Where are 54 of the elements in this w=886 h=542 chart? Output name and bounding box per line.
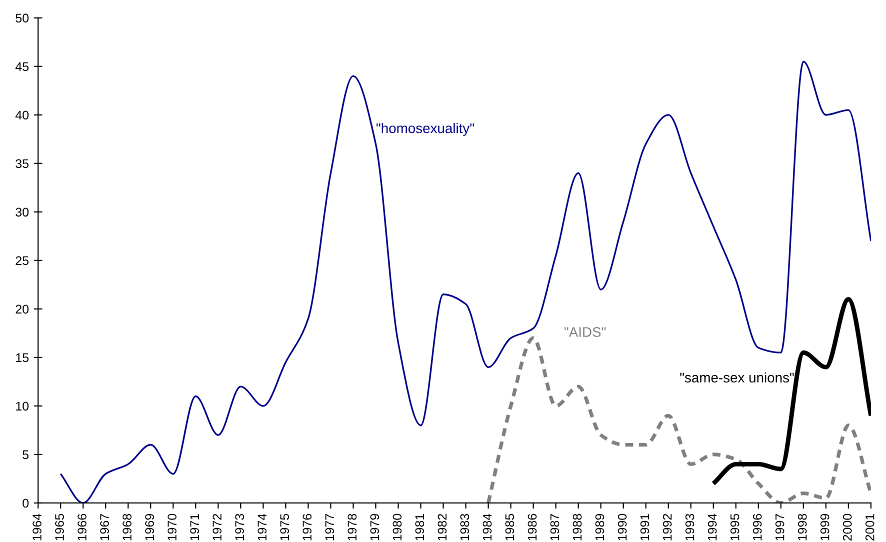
- x-tick-label: 1979: [370, 514, 380, 540]
- x-tick-label: 1975: [280, 514, 290, 540]
- x-tick-label: 1965: [55, 514, 64, 540]
- line-series: [486, 336, 871, 503]
- y-tick-label: 0: [22, 498, 29, 508]
- x-tick-label: 1972: [212, 514, 222, 540]
- x-tick-label: 1998: [798, 514, 807, 540]
- x-tick-label: 1993: [685, 514, 694, 540]
- y-tick-label: 10: [16, 402, 29, 411]
- x-tick-label: 1999: [820, 514, 830, 540]
- x-tick-label: 1968: [122, 514, 132, 540]
- x-tick-label: 1989: [595, 514, 604, 540]
- x-tick-label: 1996: [752, 514, 762, 540]
- x-tick-label: 1977: [325, 514, 334, 540]
- y-tick-label: 5: [22, 450, 29, 460]
- x-tick-label: 1984: [482, 514, 492, 540]
- x-tick-label: 2001: [865, 514, 874, 541]
- x-tick-label: 1995: [730, 514, 740, 540]
- x-tick-label: 1988: [572, 514, 582, 540]
- y-tick-label: 35: [16, 159, 29, 168]
- x-tick-label: 1986: [528, 514, 537, 540]
- x-tick-label: 1970: [168, 514, 177, 540]
- x-tick-label: 1964: [32, 514, 42, 540]
- x-tick-label: 1971: [190, 514, 200, 540]
- y-tick-label: 50: [16, 14, 29, 23]
- x-tick-label: 1967: [100, 514, 109, 540]
- x-tick-label: 1991: [640, 514, 650, 540]
- x-tick-label: 1973: [235, 514, 244, 540]
- x-tick-label: 1983: [460, 514, 470, 540]
- x-tick-label: 1974: [258, 514, 267, 540]
- line-series: [60, 60, 871, 503]
- x-tick-label: 1982: [438, 514, 447, 540]
- y-tick-label: 40: [15, 110, 29, 120]
- series-label: "homosexuality": [376, 122, 474, 136]
- x-tick-label: 1992: [662, 514, 672, 540]
- x-tick-label: 1985: [505, 514, 514, 540]
- x-tick-label: 1981: [415, 514, 424, 540]
- x-tick-label: 1978: [348, 514, 357, 540]
- y-tick-label: 45: [15, 62, 29, 72]
- x-tick-label: 1976: [302, 514, 312, 540]
- x-tick-label: 1980: [392, 514, 402, 540]
- y-tick-label: 20: [16, 304, 29, 314]
- x-tick-label: 1969: [145, 514, 154, 540]
- text: "AIDS": [564, 327, 606, 337]
- x-tick-label: 2000: [842, 514, 852, 541]
- series-label: "same-sex unions": [680, 372, 794, 383]
- x-tick-label: 1997: [775, 514, 784, 540]
- x-tick-label: 1990: [618, 514, 627, 540]
- y-tick-label: 30: [16, 208, 29, 217]
- y-tick-label: 25: [16, 256, 29, 266]
- x-tick-label: 1994: [708, 514, 717, 540]
- y-tick-label: 15: [16, 353, 29, 362]
- x-tick-label: 1987: [550, 514, 560, 540]
- x-tick-label: 1966: [78, 514, 86, 540]
